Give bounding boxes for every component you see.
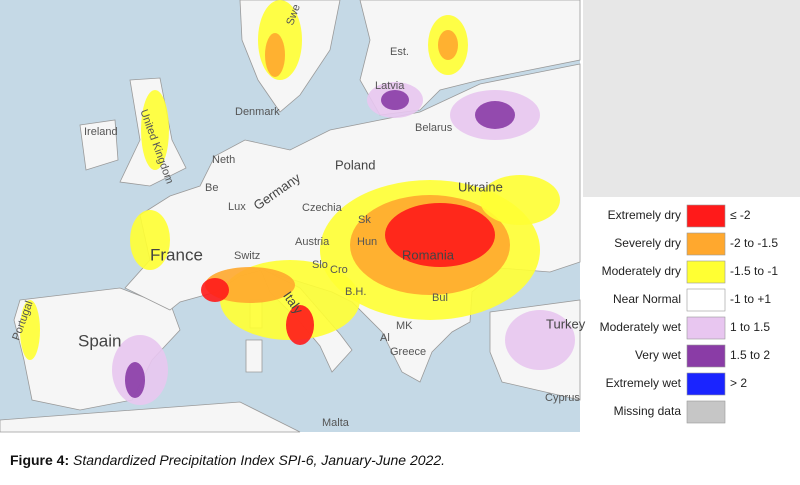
legend-swatch [686,400,726,424]
country-label: Lux [228,201,246,213]
country-label: Ukraine [458,179,503,194]
country-label: Hun [357,236,377,248]
legend-name: Near Normal [613,292,681,306]
legend-name: Extremely wet [606,376,682,390]
drought-area [475,101,515,129]
country-label: Turkey [546,316,586,331]
drought-area [480,175,560,225]
drought-area [125,362,145,398]
country-label: B.H. [345,286,366,298]
legend-swatch [686,260,726,284]
country-label: Neth [212,154,235,166]
legend-name: Very wet [635,348,682,362]
legend-range: -1.5 to -1 [730,264,778,278]
legend-swatch [686,232,726,256]
country-label: Al [380,332,390,344]
drought-area [381,90,409,110]
drought-area [385,203,495,267]
country-label: Switz [234,250,260,262]
legend-range: 1 to 1.5 [730,320,770,334]
legend-range: 1.5 to 2 [730,348,770,362]
drought-area [201,278,229,302]
country-label: Be [205,182,218,194]
drought-area [286,305,314,345]
legend-range: ≤ -2 [730,208,751,222]
country-label: Bul [432,292,448,304]
country-label: Sk [358,214,371,226]
legend-range: -2 to -1.5 [730,236,778,250]
country-label: Spain [78,331,121,350]
caption-label: Figure 4: [10,452,70,468]
legend-swatch [686,372,726,396]
caption-text: Standardized Precipitation Index SPI-6, … [73,452,446,468]
drought-area [20,300,40,360]
country-label: France [150,245,203,264]
country-label: Cyprus [545,392,580,404]
legend-swatch [686,344,726,368]
country-label: Latvia [375,80,405,92]
country-label: Slo [312,259,328,271]
legend-name: Extremely dry [608,208,681,222]
missing-area [583,0,800,197]
country-label: Est. [390,46,409,58]
country-label: Czechia [302,202,343,214]
drought-area [141,90,169,170]
legend-name: Severely dry [614,236,681,250]
country-label: Malta [322,417,350,429]
country-label: Denmark [235,106,280,118]
country-label: Belarus [415,122,453,134]
caption: Figure 4: Standardized Precipitation Ind… [10,452,445,468]
country-label: Austria [295,236,330,248]
legend-name: Missing data [614,404,682,418]
legend-range: -1 to +1 [730,292,771,306]
country-label: Greece [390,346,426,358]
country-label: Cro [330,264,348,276]
country-label: Romania [402,247,455,262]
drought-area [130,210,170,270]
country-label: Ireland [84,126,118,138]
country-label: MK [396,320,413,332]
map: Swe Est. Latvia Belarus Denmark Ireland … [0,0,800,433]
legend-swatch [686,288,726,312]
drought-areas [20,0,575,405]
legend-range: > 2 [730,376,747,390]
drought-area [438,30,458,60]
drought-area [265,33,285,77]
legend-swatch [686,316,726,340]
legend-swatch [686,204,726,228]
drought-area [505,310,575,370]
legend-name: Moderately wet [600,320,682,334]
legend: Extremely dry ≤ -2 Severely dry -2 to -1.5 M… [600,204,778,424]
legend-name: Moderately dry [602,264,681,278]
country-label: Poland [335,157,375,172]
